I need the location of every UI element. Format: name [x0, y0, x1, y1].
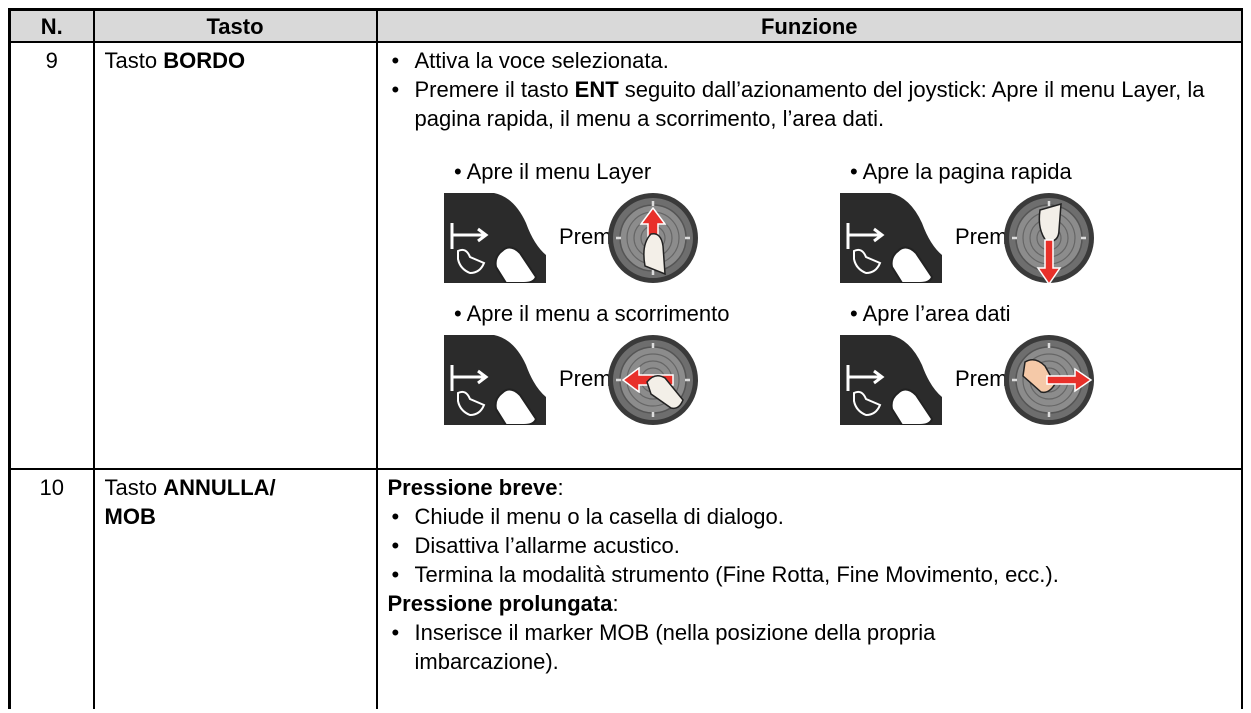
caption: • Apre la pagina rapida	[850, 159, 1073, 184]
key-icon	[443, 193, 546, 283]
header-cell: Tasto	[92, 8, 378, 43]
header-cell: Funzione	[375, 8, 1243, 43]
header-cell: N.	[8, 8, 95, 43]
text: Attiva la voce selezionata.	[414, 48, 669, 73]
text: Tasto	[104, 475, 164, 500]
header-row: N. Tasto Funzione	[8, 8, 1243, 43]
arrow	[621, 366, 684, 410]
section-heading: Pressione prolungata:	[388, 589, 1232, 618]
function-cell: Pressione breve: Chiude il menu o la cas…	[375, 468, 1243, 709]
number-cell: 10	[8, 468, 95, 709]
bullet: Premere il tasto ENT seguito dall’aziona…	[388, 75, 1232, 133]
bullet-list: Chiude il menu o la casella di dialogo. …	[388, 502, 1232, 589]
arrow	[1021, 359, 1092, 394]
bullet: Chiude il menu o la casella di dialogo.	[388, 502, 1232, 531]
section-heading: Pressione breve:	[388, 473, 1232, 502]
joystick-figures: • Apre il menu Layer Premere • Apre la p…	[443, 159, 1095, 426]
key-cell: Tasto BORDO	[92, 41, 378, 470]
caption: • Apre il menu Layer	[454, 159, 651, 184]
bullet: Attiva la voce selezionata.	[388, 46, 1232, 75]
text: :	[557, 475, 564, 500]
text: Tasto	[104, 48, 164, 73]
caption: • Apre l’area dati	[850, 301, 1011, 326]
arrow	[1036, 202, 1062, 286]
bullet-list: Attiva la voce selezionata. Premere il t…	[388, 46, 1232, 133]
figure: • Apre la pagina rapida Premere	[839, 159, 1095, 286]
key-name: MOB	[104, 504, 156, 529]
key-cell: Tasto ANNULLA/MOB	[92, 468, 378, 709]
key-icon	[443, 335, 546, 425]
key-table: N. Tasto Funzione 9 Tasto BORDO Attiva l…	[8, 8, 1243, 709]
heading-text: Pressione breve	[387, 475, 558, 500]
heading-text: Pressione prolungata	[387, 591, 613, 616]
text: :	[612, 591, 619, 616]
caption: • Apre il menu a scorrimento	[454, 301, 729, 326]
figure: • Apre il menu a scorrimento Premere	[443, 301, 729, 426]
bullet: Inserisce il marker MOB (nella posizione…	[388, 618, 1232, 676]
key-name: ANNULLA/	[163, 475, 276, 500]
function-cell: Attiva la voce selezionata. Premere il t…	[375, 41, 1243, 470]
figure: • Apre il menu Layer Premere	[443, 159, 699, 284]
bullet: Disattiva l’allarme acustico.	[388, 531, 1232, 560]
key-icon	[839, 335, 942, 425]
bullet-list: Inserisce il marker MOB (nella posizione…	[388, 618, 1232, 676]
key-name: ENT	[574, 77, 619, 102]
number-cell: 9	[8, 41, 95, 470]
table-row: 10 Tasto ANNULLA/MOB Pressione breve: Ch…	[8, 468, 1243, 709]
text: Premere il tasto	[414, 77, 575, 102]
bullet: Termina la modalità strumento (Fine Rott…	[388, 560, 1232, 589]
text: seguito dall’azionamento del joystick: A…	[414, 77, 1205, 131]
arrow	[639, 206, 666, 276]
figure: • Apre l’area dati Premere	[839, 301, 1095, 426]
table-row: 9 Tasto BORDO Attiva la voce selezionata…	[8, 41, 1243, 470]
key-icon	[839, 193, 942, 283]
key-name: BORDO	[163, 48, 246, 73]
